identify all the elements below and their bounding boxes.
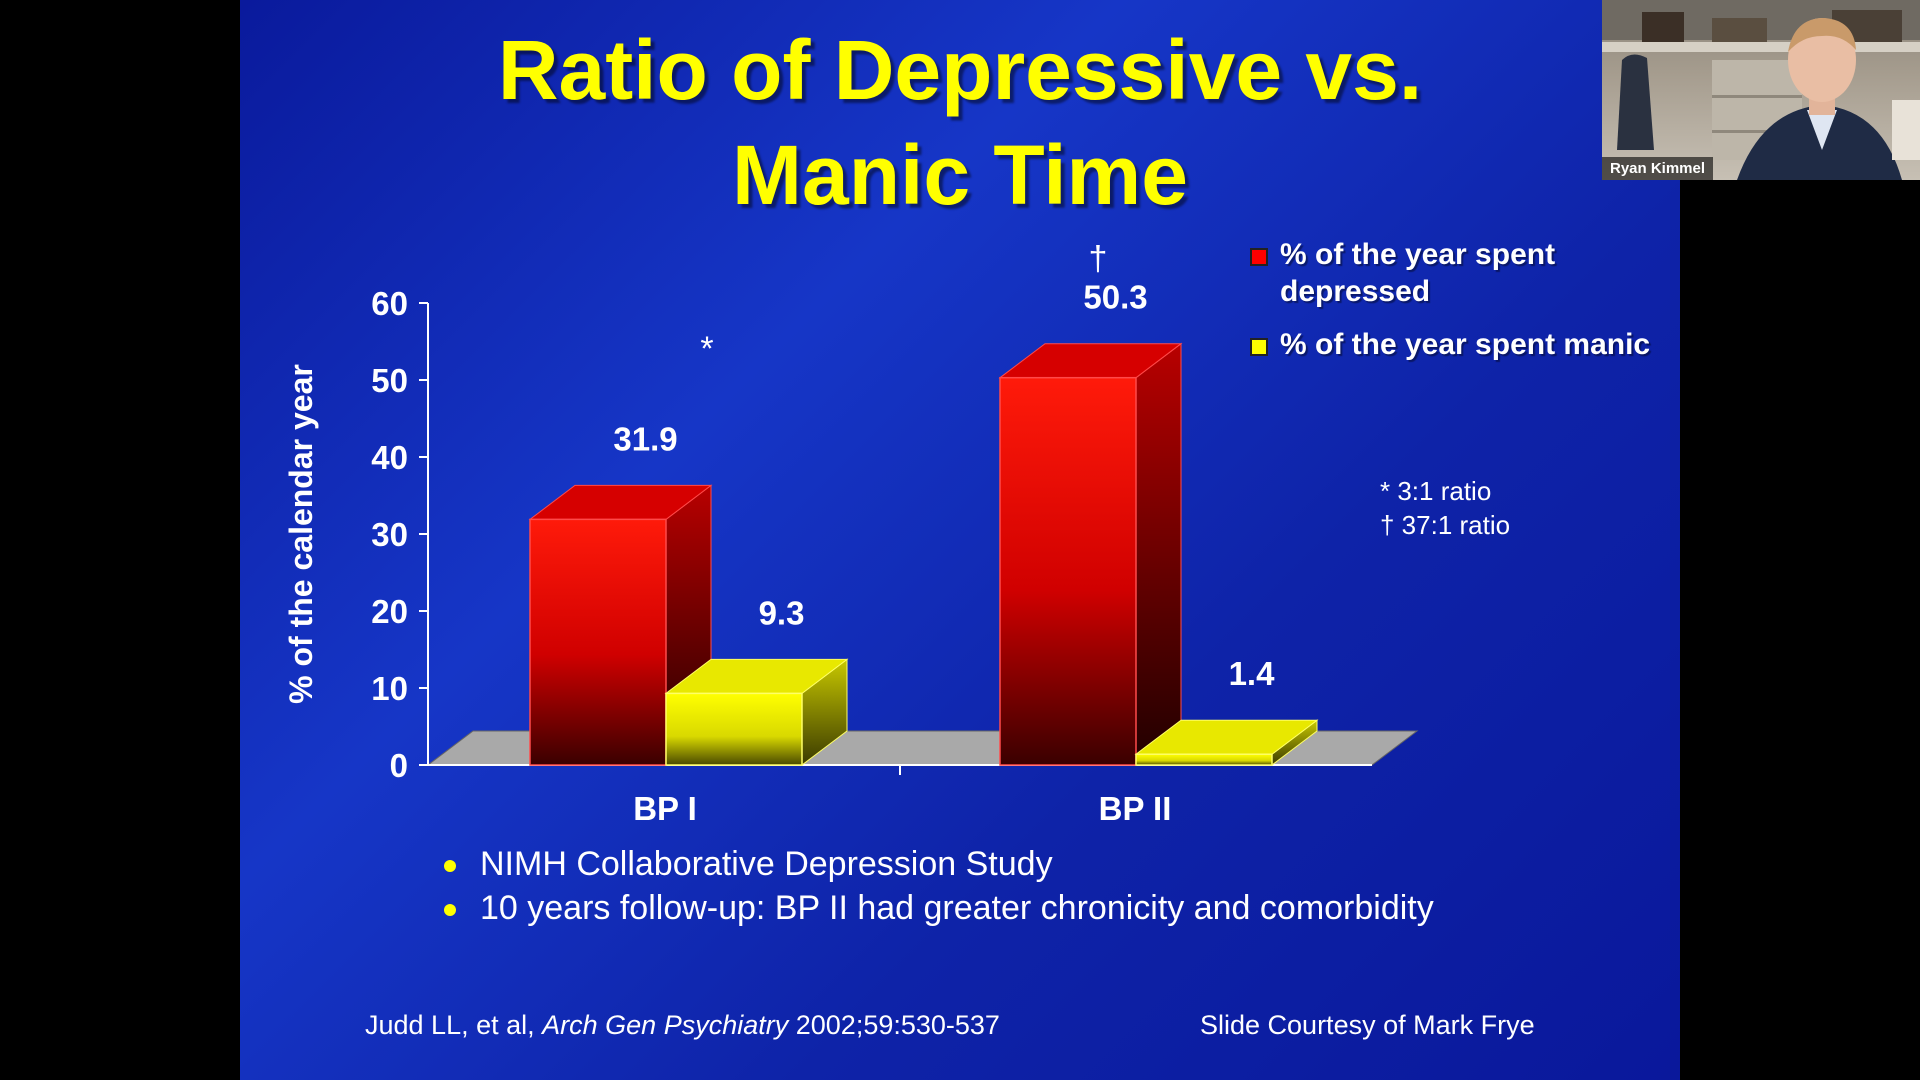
bar-chart: 0 10 20 30 40 50 60 % of the calendar year BP I…	[283, 240, 1419, 827]
bar-depressed	[998, 342, 1183, 767]
participant-video-tile[interactable]: Ryan Kimmel	[1602, 0, 1920, 180]
slide-courtesy: Slide Courtesy of Mark Frye	[1200, 1010, 1535, 1040]
slide-title: Ratio of Depressive vs. Manic Time	[240, 18, 1680, 228]
bar-value-label: 9.3	[759, 594, 805, 631]
bar-side-face	[1135, 342, 1182, 767]
bullet-item: 10 years follow-up: BP II had greater ch…	[440, 886, 1434, 930]
bullet-text: 10 years follow-up: BP II had greater ch…	[480, 889, 1434, 927]
slide-title-line-1: Ratio of Depressive vs.	[497, 23, 1423, 117]
chart-legend: % of the year spent depressed % of the y…	[1250, 236, 1660, 379]
y-tick-label: 0	[390, 747, 408, 784]
legend-label-depressed: % of the year spent depressed	[1280, 238, 1556, 308]
y-tick-label: 10	[371, 670, 408, 707]
bar-value-label: 31.9	[613, 420, 677, 457]
bullet-item: NIMH Collaborative Depression Study	[440, 842, 1434, 886]
y-tick-label: 60	[371, 285, 408, 322]
bar-manic	[1134, 719, 1319, 767]
citation-reference: 2002;59:530-537	[795, 1010, 1000, 1040]
bar-value-label: 1.4	[1229, 655, 1276, 692]
bar-front-face	[665, 692, 803, 766]
legend-label-manic: % of the year spent manic	[1280, 328, 1651, 361]
bullet-list: NIMH Collaborative Depression Study 10 y…	[440, 842, 1434, 930]
legend-item-depressed: % of the year spent depressed	[1250, 236, 1660, 310]
bp1-significance-mark: *	[700, 330, 713, 368]
bar-front-face	[1135, 753, 1273, 766]
bar-manic	[664, 658, 849, 767]
legend-item-manic: % of the year spent manic	[1250, 326, 1660, 363]
legend-swatch-depressed	[1250, 248, 1268, 266]
bar-front-face	[529, 518, 667, 766]
citation-journal: Arch Gen Psychiatry	[542, 1010, 789, 1040]
y-axis-label: % of the calendar year	[283, 364, 319, 704]
bullet-dot	[444, 860, 456, 872]
bp2-significance-mark: †	[1089, 240, 1108, 278]
x-category-label: BP I	[633, 790, 697, 827]
bullet-text: NIMH Collaborative Depression Study	[480, 845, 1053, 883]
shared-slide: Ratio of Depressive vs. Manic Time	[240, 0, 1680, 1080]
participant-video-frame	[1602, 0, 1920, 180]
y-tick-label: 30	[371, 516, 408, 553]
bar-front-face	[999, 376, 1137, 766]
slide-title-line-2: Manic Time	[732, 128, 1188, 222]
ratio-notes: * 3:1 ratio † 37:1 ratio	[1380, 474, 1510, 542]
citation-authors: Judd LL, et al,	[365, 1010, 535, 1040]
y-tick-label: 40	[371, 439, 408, 476]
legend-swatch-manic	[1250, 338, 1268, 356]
y-tick-label: 50	[371, 362, 408, 399]
ratio-note-bp1: * 3:1 ratio	[1380, 476, 1492, 506]
bullet-dot	[444, 904, 456, 916]
ratio-note-bp2: † 37:1 ratio	[1380, 510, 1511, 540]
bar-value-label: 50.3	[1083, 279, 1147, 316]
y-tick-label: 20	[371, 593, 408, 630]
citation: Judd LL, et al, Arch Gen Psychiatry 2002…	[365, 1010, 1000, 1041]
x-category-label: BP II	[1099, 790, 1172, 827]
participant-name: Ryan Kimmel	[1602, 157, 1714, 180]
